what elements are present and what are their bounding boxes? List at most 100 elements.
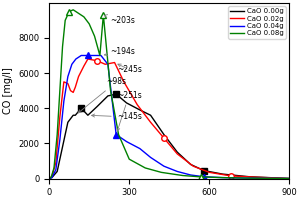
CaO 0.08g	[128, 158, 131, 160]
CaO 0.04g	[70, 63, 74, 65]
CaO 0.02g	[86, 58, 90, 60]
Line: CaO 0.04g: CaO 0.04g	[49, 55, 289, 178]
CaO 0.04g	[74, 58, 78, 60]
CaO 0.00g	[74, 114, 77, 116]
CaO 0.08g	[200, 176, 203, 178]
CaO 0.02g	[191, 165, 195, 167]
CaO 0.00g	[149, 114, 152, 116]
CaO 0.00g	[287, 177, 291, 180]
CaO 0.02g	[95, 60, 99, 62]
CaO 0.08g	[52, 167, 56, 169]
CaO 0.08g	[61, 46, 64, 48]
CaO 0.02g	[229, 175, 232, 177]
CaO 0.02g	[287, 177, 291, 180]
CaO 0.08g	[287, 177, 291, 180]
CaO 0.02g	[66, 82, 70, 85]
CaO 0.00g	[248, 176, 251, 178]
Text: ~203s: ~203s	[104, 15, 135, 25]
CaO 0.08g	[117, 133, 120, 136]
CaO 0.02g	[113, 61, 116, 64]
Y-axis label: CO [mg/l]: CO [mg/l]	[3, 67, 13, 114]
CaO 0.00g	[189, 163, 192, 166]
CaO 0.02g	[71, 91, 75, 94]
Line: CaO 0.02g: CaO 0.02g	[49, 59, 289, 178]
CaO 0.04g	[125, 140, 128, 143]
CaO 0.04g	[86, 54, 90, 57]
CaO 0.08g	[58, 89, 62, 92]
CaO 0.04g	[248, 177, 251, 179]
CaO 0.08g	[181, 174, 184, 177]
Line: CaO 0.08g: CaO 0.08g	[49, 10, 289, 178]
CaO 0.00g	[86, 114, 90, 116]
CaO 0.02g	[58, 116, 62, 118]
CaO 0.02g	[256, 176, 259, 178]
CaO 0.02g	[69, 89, 72, 92]
CaO 0.00g	[106, 95, 110, 97]
CaO 0.08g	[248, 177, 251, 179]
CaO 0.04g	[80, 54, 83, 57]
CaO 0.04g	[149, 156, 152, 159]
CaO 0.08g	[68, 10, 71, 13]
CaO 0.08g	[77, 12, 80, 15]
CaO 0.04g	[287, 177, 291, 180]
Text: ~251s: ~251s	[117, 91, 141, 131]
CaO 0.04g	[47, 177, 51, 180]
CaO 0.08g	[47, 177, 51, 180]
CaO 0.00g	[50, 176, 54, 179]
CaO 0.04g	[54, 169, 58, 171]
CaO 0.08g	[98, 54, 102, 57]
CaO 0.04g	[189, 174, 192, 176]
CaO 0.00g	[114, 93, 118, 95]
CaO 0.02g	[149, 121, 152, 123]
Legend: CaO 0.00g, CaO 0.02g, CaO 0.04g, CaO 0.08g: CaO 0.00g, CaO 0.02g, CaO 0.04g, CaO 0.0…	[228, 6, 286, 39]
CaO 0.02g	[135, 103, 139, 106]
CaO 0.04g	[202, 176, 206, 178]
CaO 0.00g	[202, 169, 206, 172]
CaO 0.08g	[109, 89, 112, 92]
CaO 0.08g	[160, 171, 163, 174]
Text: ~194s: ~194s	[104, 47, 135, 56]
CaO 0.08g	[93, 35, 96, 37]
CaO 0.02g	[54, 161, 58, 164]
CaO 0.04g	[176, 170, 179, 173]
CaO 0.00g	[56, 170, 59, 173]
CaO 0.04g	[114, 133, 118, 136]
CaO 0.08g	[50, 176, 53, 178]
CaO 0.08g	[143, 167, 147, 169]
CaO 0.04g	[62, 100, 66, 102]
Line: CaO 0.00g: CaO 0.00g	[49, 94, 289, 178]
Text: ~145s: ~145s	[92, 112, 142, 121]
CaO 0.08g	[63, 19, 67, 22]
CaO 0.00g	[71, 114, 75, 116]
CaO 0.02g	[176, 153, 179, 155]
CaO 0.02g	[103, 63, 107, 65]
CaO 0.02g	[122, 81, 126, 83]
CaO 0.08g	[56, 133, 59, 136]
CaO 0.04g	[99, 54, 103, 57]
CaO 0.02g	[77, 75, 80, 78]
CaO 0.00g	[125, 102, 128, 104]
CaO 0.02g	[62, 81, 66, 83]
CaO 0.00g	[176, 151, 179, 153]
CaO 0.02g	[208, 171, 211, 174]
CaO 0.04g	[93, 54, 96, 57]
CaO 0.08g	[221, 176, 224, 179]
CaO 0.00g	[66, 121, 70, 123]
CaO 0.04g	[66, 75, 70, 78]
CaO 0.04g	[221, 176, 224, 179]
CaO 0.04g	[58, 139, 62, 141]
CaO 0.00g	[162, 133, 166, 136]
CaO 0.00g	[80, 107, 83, 109]
CaO 0.00g	[221, 173, 224, 175]
CaO 0.04g	[50, 176, 54, 179]
CaO 0.08g	[87, 23, 91, 25]
Text: ~98s: ~98s	[78, 77, 127, 113]
CaO 0.08g	[71, 9, 75, 11]
CaO 0.00g	[138, 109, 142, 111]
CaO 0.02g	[162, 137, 166, 139]
CaO 0.02g	[47, 177, 51, 180]
CaO 0.02g	[74, 86, 77, 88]
CaO 0.04g	[162, 165, 166, 167]
Text: ~245s: ~245s	[117, 64, 142, 74]
CaO 0.04g	[106, 63, 110, 65]
